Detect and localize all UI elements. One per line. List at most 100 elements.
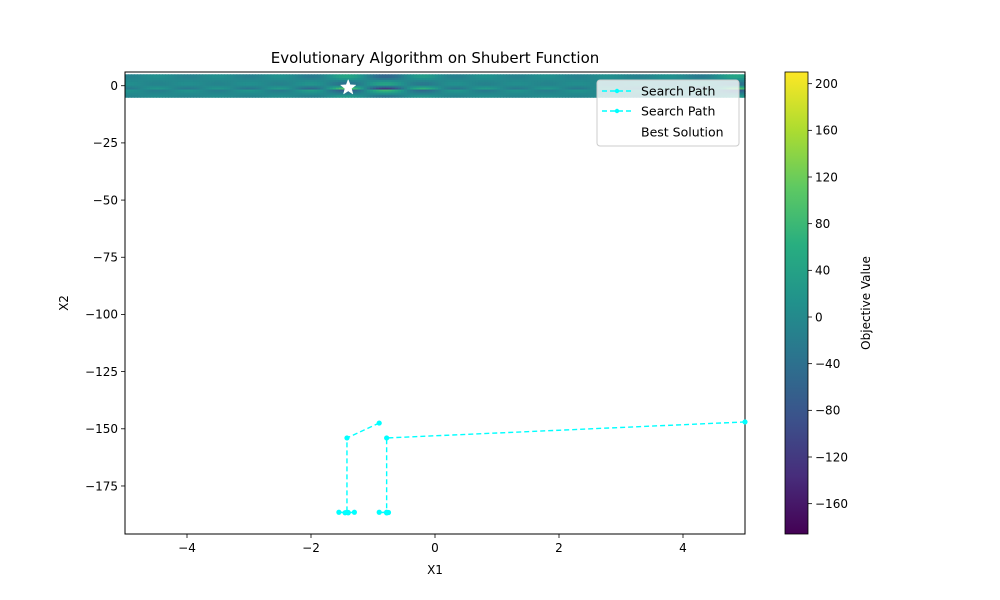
- heatmap-cell: [351, 87, 355, 91]
- heatmap-cell: [552, 91, 557, 94]
- heatmap-cell: [218, 76, 222, 79]
- heatmap-cell: [391, 74, 396, 77]
- heatmap-cell: [323, 95, 328, 98]
- heatmap-cell: [605, 78, 610, 81]
- heatmap-cell: [397, 78, 402, 81]
- heatmap-cell: [714, 74, 718, 77]
- heatmap-cell: [190, 83, 194, 87]
- heatmap-cell: [577, 81, 582, 85]
- heatmap-cell: [400, 95, 405, 98]
- heatmap-cell: [230, 76, 235, 79]
- heatmap-cell: [252, 85, 256, 89]
- heatmap-cell: [410, 91, 414, 94]
- heatmap-cell: [425, 81, 430, 85]
- heatmap-cell: [441, 74, 445, 77]
- heatmap-cell: [475, 81, 479, 85]
- heatmap-cell: [218, 80, 222, 83]
- heatmap-cell: [444, 76, 448, 79]
- heatmap-cell: [276, 83, 281, 87]
- heatmap-cell: [314, 83, 318, 87]
- heatmap-cell: [565, 80, 569, 83]
- heatmap-cell: [642, 74, 647, 77]
- heatmap-cell: [338, 95, 343, 98]
- heatmap-cell: [546, 83, 551, 87]
- heatmap-cell: [431, 93, 436, 96]
- heatmap-cell: [487, 81, 492, 85]
- heatmap-cell: [168, 93, 173, 96]
- heatmap-cell: [503, 85, 507, 89]
- heatmap-cell: [289, 81, 293, 85]
- heatmap-cell: [410, 87, 414, 91]
- heatmap-cell: [596, 74, 600, 77]
- heatmap-cell: [221, 93, 225, 96]
- heatmap-cell: [425, 91, 430, 94]
- heatmap-cell: [559, 91, 563, 94]
- heatmap-cell: [242, 74, 247, 77]
- heatmap-cell: [338, 81, 343, 85]
- heatmap-cell: [512, 95, 517, 98]
- heatmap-cell: [404, 78, 408, 81]
- heatmap-cell: [518, 81, 523, 85]
- heatmap-cell: [574, 74, 579, 77]
- heatmap-cell: [559, 81, 563, 85]
- heatmap-cell: [571, 85, 576, 89]
- heatmap-cell: [453, 74, 458, 77]
- heatmap-cell: [528, 76, 532, 79]
- heatmap-cell: [419, 93, 424, 96]
- heatmap-cell: [301, 89, 306, 93]
- heatmap-cell: [469, 76, 473, 79]
- heatmap-cell: [602, 74, 607, 77]
- heatmap-cell: [267, 93, 272, 96]
- heatmap-cell: [264, 85, 269, 89]
- heatmap-cell: [205, 81, 210, 85]
- heatmap-cell: [326, 89, 331, 93]
- heatmap-cell: [741, 85, 746, 89]
- x-axis-label: X1: [427, 563, 443, 577]
- heatmap-cell: [534, 74, 538, 77]
- heatmap-cell: [466, 80, 470, 83]
- heatmap-cell: [382, 89, 386, 93]
- heatmap-cell: [661, 76, 665, 79]
- heatmap-cell: [239, 76, 244, 79]
- heatmap-cell: [140, 74, 145, 77]
- heatmap-cell: [568, 80, 572, 83]
- heatmap-cell: [509, 74, 514, 77]
- heatmap-cell: [689, 78, 693, 81]
- heatmap-cell: [211, 93, 216, 96]
- heatmap-cell: [741, 76, 746, 79]
- heatmap-cell: [413, 76, 417, 79]
- heatmap-cell: [224, 80, 228, 83]
- heatmap-cell: [555, 85, 560, 89]
- heatmap-cell: [252, 91, 256, 94]
- heatmap-cell: [193, 74, 197, 77]
- heatmap-cell: [456, 80, 461, 83]
- heatmap-cell: [252, 76, 256, 79]
- best-solution-marker: [339, 78, 357, 95]
- heatmap-cell: [624, 74, 628, 77]
- heatmap-cell: [221, 83, 225, 87]
- heatmap-cell: [252, 80, 256, 83]
- heatmap-cell: [559, 74, 563, 77]
- heatmap-cell: [376, 91, 380, 94]
- heatmap-cell: [280, 91, 284, 94]
- heatmap-cell: [174, 91, 179, 94]
- y-axis-label: X2: [57, 295, 71, 311]
- heatmap-cell: [484, 81, 489, 85]
- heatmap-cell: [283, 81, 287, 85]
- heatmap-cell: [205, 93, 210, 96]
- heatmap-cell: [512, 78, 517, 81]
- heatmap-cell: [190, 80, 194, 83]
- heatmap-cell: [295, 93, 300, 96]
- heatmap-cell: [276, 89, 281, 93]
- heatmap-cell: [159, 95, 163, 98]
- heatmap-cell: [320, 89, 324, 93]
- heatmap-cell: [283, 93, 287, 96]
- heatmap-cell: [190, 95, 194, 98]
- heatmap-cell: [165, 87, 169, 91]
- heatmap-cell: [205, 89, 210, 93]
- heatmap-cell: [447, 93, 452, 96]
- heatmap-cell: [242, 81, 247, 85]
- heatmap-cell: [484, 83, 489, 87]
- heatmap-cell: [435, 74, 439, 77]
- heatmap-cell: [469, 83, 473, 87]
